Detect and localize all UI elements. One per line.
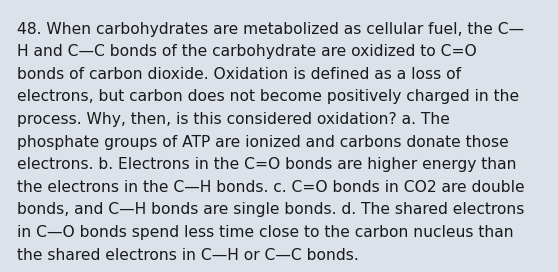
Text: process. Why, then, is this considered oxidation? a. The: process. Why, then, is this considered o… <box>17 112 450 127</box>
Text: electrons. b. Electrons in the C=O bonds are higher energy than: electrons. b. Electrons in the C=O bonds… <box>17 157 516 172</box>
Text: the electrons in the C—H bonds. c. C=O bonds in CO2 are double: the electrons in the C—H bonds. c. C=O b… <box>17 180 525 195</box>
Text: electrons, but carbon does not become positively charged in the: electrons, but carbon does not become po… <box>17 89 519 104</box>
Text: 48. When carbohydrates are metabolized as cellular fuel, the C—: 48. When carbohydrates are metabolized a… <box>17 22 524 37</box>
Text: bonds, and C—H bonds are single bonds. d. The shared electrons: bonds, and C—H bonds are single bonds. d… <box>17 202 524 217</box>
Text: the shared electrons in C—H or C—C bonds.: the shared electrons in C—H or C—C bonds… <box>17 248 358 262</box>
Text: bonds of carbon dioxide. Oxidation is defined as a loss of: bonds of carbon dioxide. Oxidation is de… <box>17 67 461 82</box>
Text: H and C—C bonds of the carbohydrate are oxidized to C=O: H and C—C bonds of the carbohydrate are … <box>17 44 477 59</box>
Text: in C—O bonds spend less time close to the carbon nucleus than: in C—O bonds spend less time close to th… <box>17 225 513 240</box>
Text: phosphate groups of ATP are ionized and carbons donate those: phosphate groups of ATP are ionized and … <box>17 135 508 150</box>
